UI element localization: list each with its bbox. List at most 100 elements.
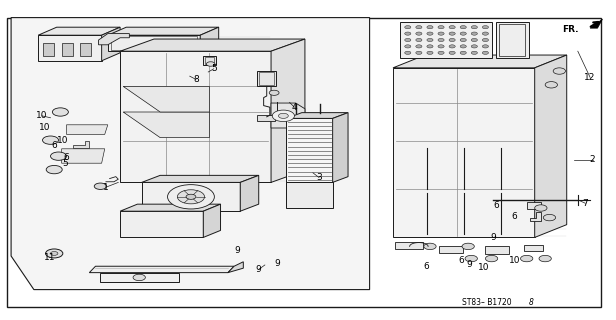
- Circle shape: [269, 90, 279, 95]
- Text: 5: 5: [211, 64, 217, 73]
- Text: 6: 6: [458, 256, 464, 265]
- Polygon shape: [100, 273, 179, 282]
- Polygon shape: [89, 266, 234, 273]
- Circle shape: [177, 190, 205, 204]
- Circle shape: [462, 243, 474, 250]
- Polygon shape: [400, 22, 492, 58]
- Text: 10: 10: [39, 124, 50, 132]
- Bar: [43, 43, 54, 56]
- Bar: [80, 43, 91, 56]
- Text: 6: 6: [511, 212, 517, 221]
- Circle shape: [535, 205, 547, 211]
- Circle shape: [482, 45, 488, 48]
- Circle shape: [278, 113, 288, 118]
- Circle shape: [482, 51, 488, 54]
- Circle shape: [438, 26, 444, 29]
- Polygon shape: [393, 55, 567, 68]
- Circle shape: [133, 274, 145, 281]
- Circle shape: [427, 51, 433, 54]
- Bar: [485, 246, 509, 254]
- Text: 10: 10: [509, 256, 520, 265]
- Polygon shape: [120, 39, 305, 51]
- Bar: [205, 57, 214, 64]
- Circle shape: [460, 45, 466, 48]
- Circle shape: [416, 32, 422, 35]
- Polygon shape: [123, 112, 209, 138]
- Polygon shape: [38, 35, 102, 61]
- Circle shape: [416, 26, 422, 29]
- Text: 10: 10: [478, 263, 489, 272]
- Circle shape: [471, 38, 477, 42]
- Circle shape: [482, 32, 488, 35]
- Circle shape: [51, 152, 67, 160]
- Circle shape: [465, 255, 477, 262]
- Text: 8: 8: [193, 75, 199, 84]
- Text: 6: 6: [63, 153, 70, 162]
- Circle shape: [449, 26, 455, 29]
- Text: 6: 6: [51, 141, 57, 150]
- Circle shape: [471, 26, 477, 29]
- Polygon shape: [535, 55, 567, 237]
- Circle shape: [449, 51, 455, 54]
- Circle shape: [416, 38, 422, 42]
- Bar: [108, 35, 200, 51]
- Polygon shape: [123, 86, 209, 112]
- Circle shape: [543, 214, 556, 221]
- Polygon shape: [527, 202, 541, 209]
- Circle shape: [427, 26, 433, 29]
- Polygon shape: [590, 19, 602, 28]
- Polygon shape: [530, 212, 541, 221]
- Polygon shape: [120, 51, 271, 182]
- Circle shape: [405, 45, 411, 48]
- Circle shape: [168, 185, 214, 209]
- Text: 11: 11: [44, 253, 55, 262]
- Circle shape: [438, 38, 444, 42]
- Text: 9: 9: [256, 265, 262, 274]
- Polygon shape: [62, 149, 105, 163]
- Polygon shape: [203, 56, 216, 65]
- Text: 2: 2: [590, 156, 596, 164]
- Circle shape: [482, 26, 488, 29]
- Polygon shape: [99, 34, 129, 45]
- Polygon shape: [142, 175, 259, 182]
- Bar: [499, 24, 525, 56]
- Bar: [524, 245, 543, 251]
- Bar: [395, 242, 423, 249]
- Circle shape: [471, 32, 477, 35]
- Circle shape: [94, 183, 107, 189]
- Circle shape: [272, 110, 294, 122]
- Text: 9: 9: [234, 246, 240, 255]
- Circle shape: [449, 45, 455, 48]
- Circle shape: [427, 32, 433, 35]
- Circle shape: [405, 32, 411, 35]
- Circle shape: [482, 38, 488, 42]
- Bar: [439, 246, 463, 253]
- Circle shape: [438, 32, 444, 35]
- Circle shape: [186, 194, 196, 199]
- Text: 6: 6: [493, 201, 499, 210]
- Polygon shape: [286, 182, 333, 208]
- Text: 7: 7: [582, 199, 588, 208]
- Circle shape: [438, 51, 444, 54]
- Polygon shape: [120, 204, 221, 211]
- Polygon shape: [333, 113, 348, 182]
- Circle shape: [46, 165, 62, 174]
- Text: 12: 12: [585, 73, 596, 82]
- Circle shape: [460, 26, 466, 29]
- Polygon shape: [286, 113, 348, 118]
- Circle shape: [51, 252, 58, 255]
- Circle shape: [405, 26, 411, 29]
- Polygon shape: [240, 175, 259, 211]
- Polygon shape: [200, 27, 219, 51]
- Circle shape: [553, 68, 565, 74]
- Circle shape: [438, 45, 444, 48]
- Text: FR.: FR.: [562, 25, 579, 34]
- Polygon shape: [11, 18, 370, 290]
- Text: 3: 3: [316, 173, 322, 182]
- Polygon shape: [73, 141, 89, 148]
- Circle shape: [460, 51, 466, 54]
- Text: 5: 5: [62, 159, 68, 168]
- Text: 8: 8: [529, 298, 533, 307]
- Text: 10: 10: [36, 111, 47, 120]
- Text: 9: 9: [274, 260, 280, 268]
